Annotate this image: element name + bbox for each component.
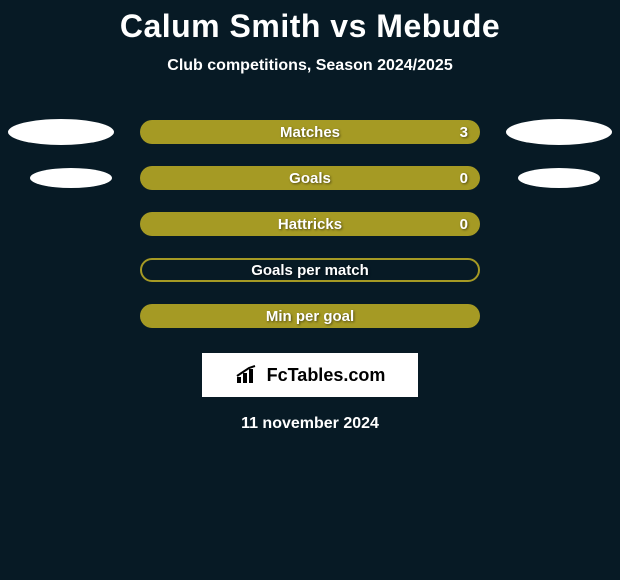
brand-badge: FcTables.com — [202, 353, 418, 397]
left-marker-ellipse — [30, 168, 112, 188]
right-marker-ellipse — [506, 119, 612, 145]
stat-label: Goals — [289, 170, 331, 187]
stat-value: 0 — [460, 170, 468, 187]
bar-chart-icon — [235, 365, 261, 385]
stat-row: Min per goal — [0, 293, 620, 339]
stat-row: Hattricks 0 — [0, 201, 620, 247]
right-marker-ellipse — [518, 168, 600, 188]
stat-value: 3 — [460, 124, 468, 141]
stat-row: Goals 0 — [0, 155, 620, 201]
stat-bar-goals: Goals 0 — [140, 166, 480, 190]
stat-bar-min-per-goal: Min per goal — [140, 304, 480, 328]
footer-date: 11 november 2024 — [0, 415, 620, 433]
comparison-infographic: Calum Smith vs Mebude Club competitions,… — [0, 0, 620, 580]
stat-row: Goals per match — [0, 247, 620, 293]
stat-bar-goals-per-match: Goals per match — [140, 258, 480, 282]
stat-bar-hattricks: Hattricks 0 — [140, 212, 480, 236]
stat-label: Matches — [280, 124, 340, 141]
left-marker-ellipse — [8, 119, 114, 145]
stat-bar-matches: Matches 3 — [140, 120, 480, 144]
stat-value: 0 — [460, 216, 468, 233]
stat-label: Min per goal — [266, 308, 354, 325]
page-subtitle: Club competitions, Season 2024/2025 — [0, 57, 620, 75]
stat-row: Matches 3 — [0, 109, 620, 155]
brand-text: FcTables.com — [267, 365, 386, 386]
stat-label: Goals per match — [251, 262, 369, 279]
page-title: Calum Smith vs Mebude — [0, 0, 620, 45]
stat-rows: Matches 3 Goals 0 Hattricks 0 Goals per … — [0, 109, 620, 339]
stat-label: Hattricks — [278, 216, 342, 233]
